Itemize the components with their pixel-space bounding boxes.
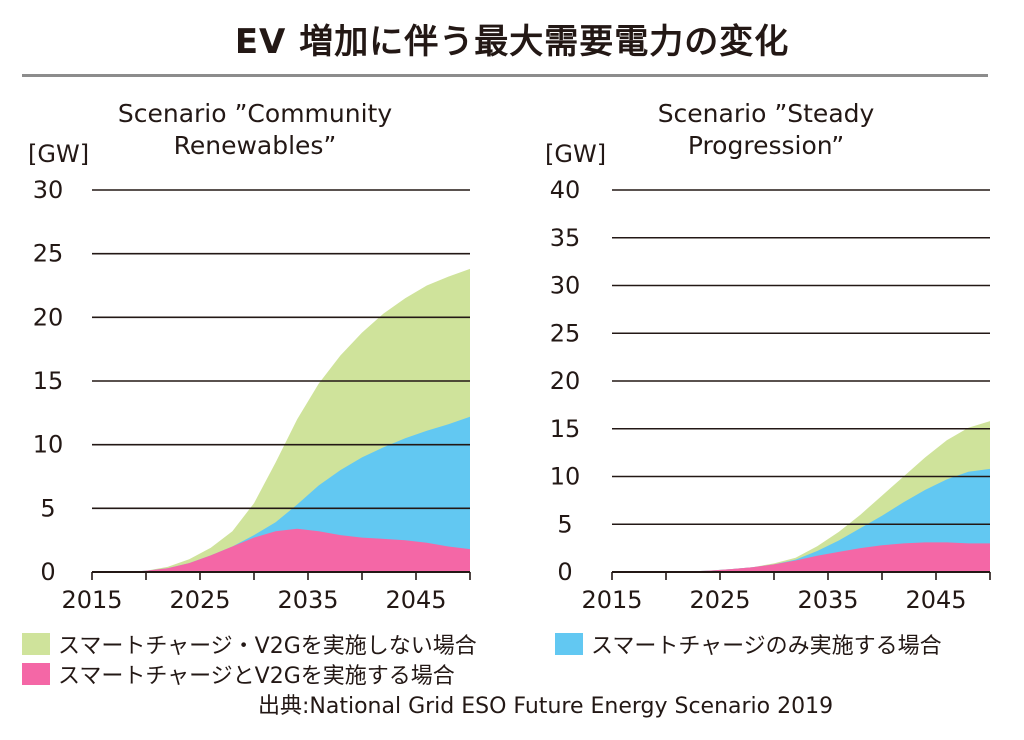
y-tick-label: 25 bbox=[550, 319, 581, 347]
legend-swatch-pink bbox=[22, 663, 50, 685]
legend-item-smart-charge-v2g: スマートチャージとV2Gを実施する場合 bbox=[22, 658, 455, 690]
y-tick-label: 10 bbox=[550, 463, 581, 491]
legend-swatch-blue bbox=[555, 633, 583, 655]
legend-label: スマートチャージのみ実施する場合 bbox=[591, 634, 942, 659]
legend-item-smart-charge-only: スマートチャージのみ実施する場合 bbox=[555, 628, 942, 660]
chart-title-line: Scenario ”Steady bbox=[658, 99, 875, 128]
x-tick-label: 2045 bbox=[905, 586, 966, 614]
legend-item-no-smart-charge: スマートチャージ・V2Gを実施しない場合 bbox=[22, 628, 477, 660]
y-tick-label: 15 bbox=[550, 415, 581, 443]
y-tick-label: 10 bbox=[33, 431, 64, 459]
y-tick-label: 0 bbox=[557, 558, 572, 586]
y-tick-label: 5 bbox=[557, 510, 572, 538]
source-note: 出典:National Grid ESO Future Energy Scena… bbox=[258, 694, 834, 719]
y-tick-label: 20 bbox=[33, 303, 64, 331]
area-series bbox=[92, 416, 470, 572]
y-axis-unit-label: [GW] bbox=[28, 140, 89, 168]
x-tick-label: 2015 bbox=[581, 586, 642, 614]
y-tick-label: 30 bbox=[33, 176, 64, 204]
y-tick-label: 15 bbox=[33, 367, 64, 395]
y-tick-label: 20 bbox=[550, 367, 581, 395]
y-axis-unit-label: [GW] bbox=[545, 140, 606, 168]
y-tick-label: 0 bbox=[40, 558, 55, 586]
x-tick-label: 2025 bbox=[169, 586, 230, 614]
x-tick-label: 2045 bbox=[385, 586, 446, 614]
title-divider bbox=[22, 74, 988, 77]
area-series bbox=[92, 528, 470, 572]
legend-label: スマートチャージとV2Gを実施する場合 bbox=[58, 664, 455, 689]
page-title: EV 増加に伴う最大需要電力の変化 bbox=[234, 22, 790, 62]
y-tick-label: 40 bbox=[550, 176, 581, 204]
y-tick-label: 35 bbox=[550, 224, 581, 252]
y-tick-label: 25 bbox=[33, 240, 64, 268]
x-tick-label: 2025 bbox=[689, 586, 750, 614]
y-tick-label: 5 bbox=[40, 494, 55, 522]
chart-title-line: Renewables” bbox=[174, 131, 337, 160]
chart-title-line: Progression” bbox=[688, 131, 844, 160]
legend-swatch-green bbox=[22, 633, 50, 655]
chart-title-line: Scenario ”Community bbox=[118, 99, 392, 128]
area-series bbox=[612, 542, 990, 572]
x-tick-label: 2035 bbox=[277, 586, 338, 614]
y-tick-label: 30 bbox=[550, 272, 581, 300]
x-tick-label: 2035 bbox=[797, 586, 858, 614]
legend-label: スマートチャージ・V2Gを実施しない場合 bbox=[58, 634, 477, 659]
x-tick-label: 2015 bbox=[61, 586, 122, 614]
